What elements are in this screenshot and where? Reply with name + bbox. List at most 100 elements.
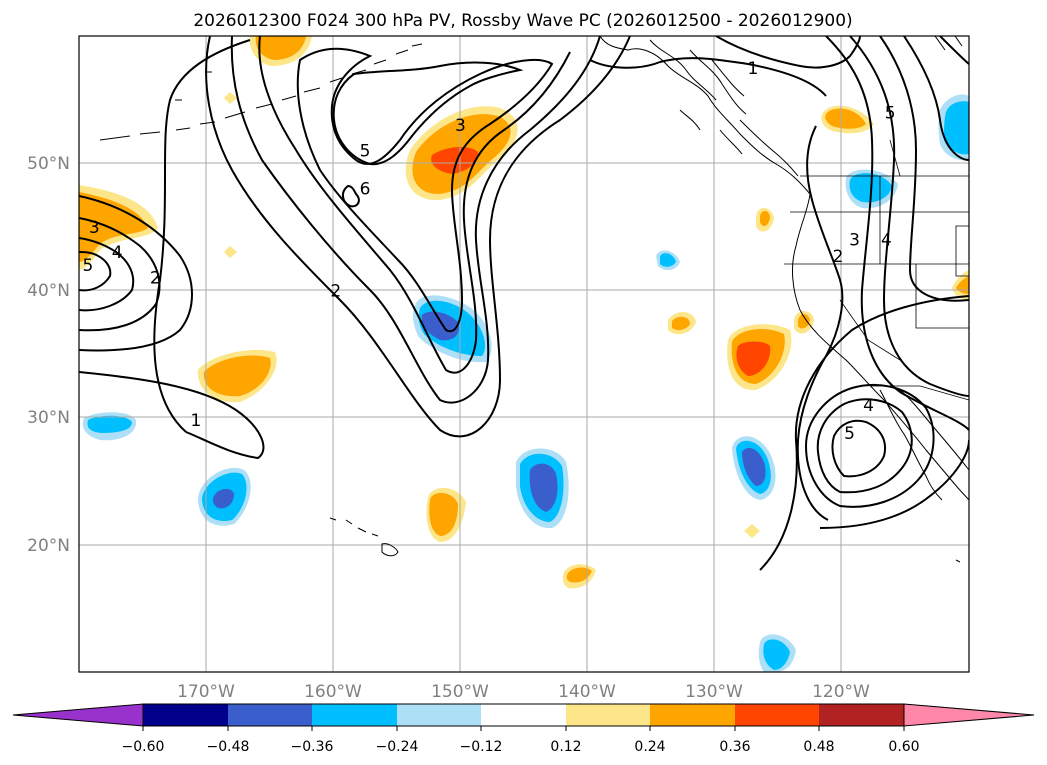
figure-title: 2026012300 F024 300 hPa PV, Rossby Wave … xyxy=(193,11,852,31)
anomaly-positive xyxy=(79,192,148,262)
longitude-labels: 170°W 160°W 150°W 140°W 130°W 120°W xyxy=(177,682,870,702)
anomaly-positive xyxy=(429,492,458,536)
anomaly-positive xyxy=(566,567,592,583)
colorbar: −0.60 −0.48 −0.36 −0.24 −0.12 0.12 0.24 … xyxy=(12,703,1035,755)
anomaly-positive xyxy=(203,355,271,397)
colorbar-tick-label: 0.12 xyxy=(550,739,581,755)
colorbar-segment xyxy=(228,704,312,726)
pv-contours xyxy=(79,36,969,571)
colorbar-min-arrow xyxy=(12,703,144,727)
anomaly-strong-negative xyxy=(742,447,766,486)
aleutian-islands xyxy=(99,43,423,141)
baja-coast xyxy=(879,389,943,501)
mexico-coast xyxy=(899,389,969,471)
anomaly-positive xyxy=(672,316,690,331)
pv-contour-3 xyxy=(804,384,935,508)
colorbar-tick-label: 0.60 xyxy=(888,739,919,755)
lat-label: 20°N xyxy=(27,536,70,556)
anomaly-positive xyxy=(255,36,306,60)
anomaly-negative xyxy=(87,415,132,433)
anomaly-strong-negative xyxy=(529,463,558,512)
lon-label: 120°W xyxy=(812,682,870,702)
colorbar-segment xyxy=(735,704,819,726)
pv-contour-3 xyxy=(849,36,969,397)
anomaly-strong-negative xyxy=(212,488,234,509)
colorbar-segment xyxy=(312,704,397,726)
colorbar-tick-label: −0.12 xyxy=(460,739,503,755)
pv-contour-2 xyxy=(79,195,193,352)
pv-contour-1 xyxy=(153,39,251,433)
map-background xyxy=(79,36,969,672)
pv-contour-4 xyxy=(879,36,969,302)
pv-contour-3 xyxy=(230,36,601,404)
coastline-detail xyxy=(955,559,961,563)
colorbar-segment xyxy=(819,704,904,726)
pv-contour-2b xyxy=(796,125,844,521)
pv-contour-4 xyxy=(816,398,913,494)
pv-contour-1 xyxy=(759,295,969,571)
coastline-detail xyxy=(739,119,799,177)
colorbar-frame xyxy=(142,703,905,727)
pv-contour-4 xyxy=(258,36,571,374)
contour-label: 1 xyxy=(747,59,758,79)
contour-label: 3 xyxy=(849,231,860,251)
coastline-detail xyxy=(689,49,747,115)
anomaly-strong-positive xyxy=(431,146,478,174)
colorbar-segment xyxy=(481,704,566,726)
anomaly-negative xyxy=(763,639,790,670)
hawaii-islands xyxy=(329,517,399,557)
lat-label: 40°N xyxy=(27,281,70,301)
lon-label: 150°W xyxy=(431,682,489,702)
anomaly-positive xyxy=(760,210,770,227)
colorbar-tick-label: −0.60 xyxy=(122,739,165,755)
contour-label: 5 xyxy=(82,256,93,276)
coastline-detail xyxy=(649,39,717,101)
pv-contour-2 xyxy=(205,36,631,438)
lon-label: 170°W xyxy=(177,682,235,702)
pv-contour-5 xyxy=(903,36,969,161)
anomaly-positive xyxy=(224,246,237,258)
anomaly-positive xyxy=(224,92,237,104)
latitude-labels: 50°N 40°N 30°N 20°N xyxy=(27,154,70,556)
pv-contour-2 xyxy=(825,36,969,431)
contour-label: 5 xyxy=(360,141,371,161)
colorbar-tick-label: 0.24 xyxy=(634,739,665,755)
pv-contour-5 xyxy=(296,47,554,333)
pv-contour-1b xyxy=(939,36,969,65)
anomaly-negative xyxy=(944,101,969,155)
anomaly-shading xyxy=(79,36,969,672)
lat-label: 50°N xyxy=(27,154,70,174)
contour-label: 6 xyxy=(360,180,371,200)
coastline-detail xyxy=(719,129,743,155)
state-border xyxy=(915,264,969,329)
pv-contour-3 xyxy=(79,217,161,332)
colorbar-segment xyxy=(143,704,228,726)
coastline-detail xyxy=(711,59,745,97)
anomaly-negative xyxy=(660,253,676,267)
lon-label: 160°W xyxy=(304,682,362,702)
coastline-detail xyxy=(954,36,963,47)
colorbar-tick-label: 0.36 xyxy=(719,739,750,755)
colorbar-tick-label: −0.48 xyxy=(207,739,250,755)
anomaly-positive xyxy=(744,524,760,538)
anomaly-strong-positive xyxy=(736,341,771,376)
contour-label: 2 xyxy=(833,247,844,267)
graticule xyxy=(79,36,969,672)
colorbar-segment xyxy=(566,704,650,726)
colorbar-segment xyxy=(397,704,481,726)
anomaly-positive xyxy=(798,314,810,329)
colorbar-tick-label: −0.36 xyxy=(291,739,334,755)
pv-contour-3b xyxy=(589,57,827,97)
colorbar-tick-label: 0.48 xyxy=(803,739,834,755)
coastline-detail xyxy=(679,109,701,131)
contour-label: 4 xyxy=(112,243,123,263)
map-border xyxy=(78,35,970,673)
contour-label: 4 xyxy=(881,231,892,251)
pv-contour-4 xyxy=(79,237,135,312)
pv-contour-6 xyxy=(342,184,360,208)
colorbar-max-arrow xyxy=(903,703,1035,727)
contour-label: 3 xyxy=(89,218,100,238)
